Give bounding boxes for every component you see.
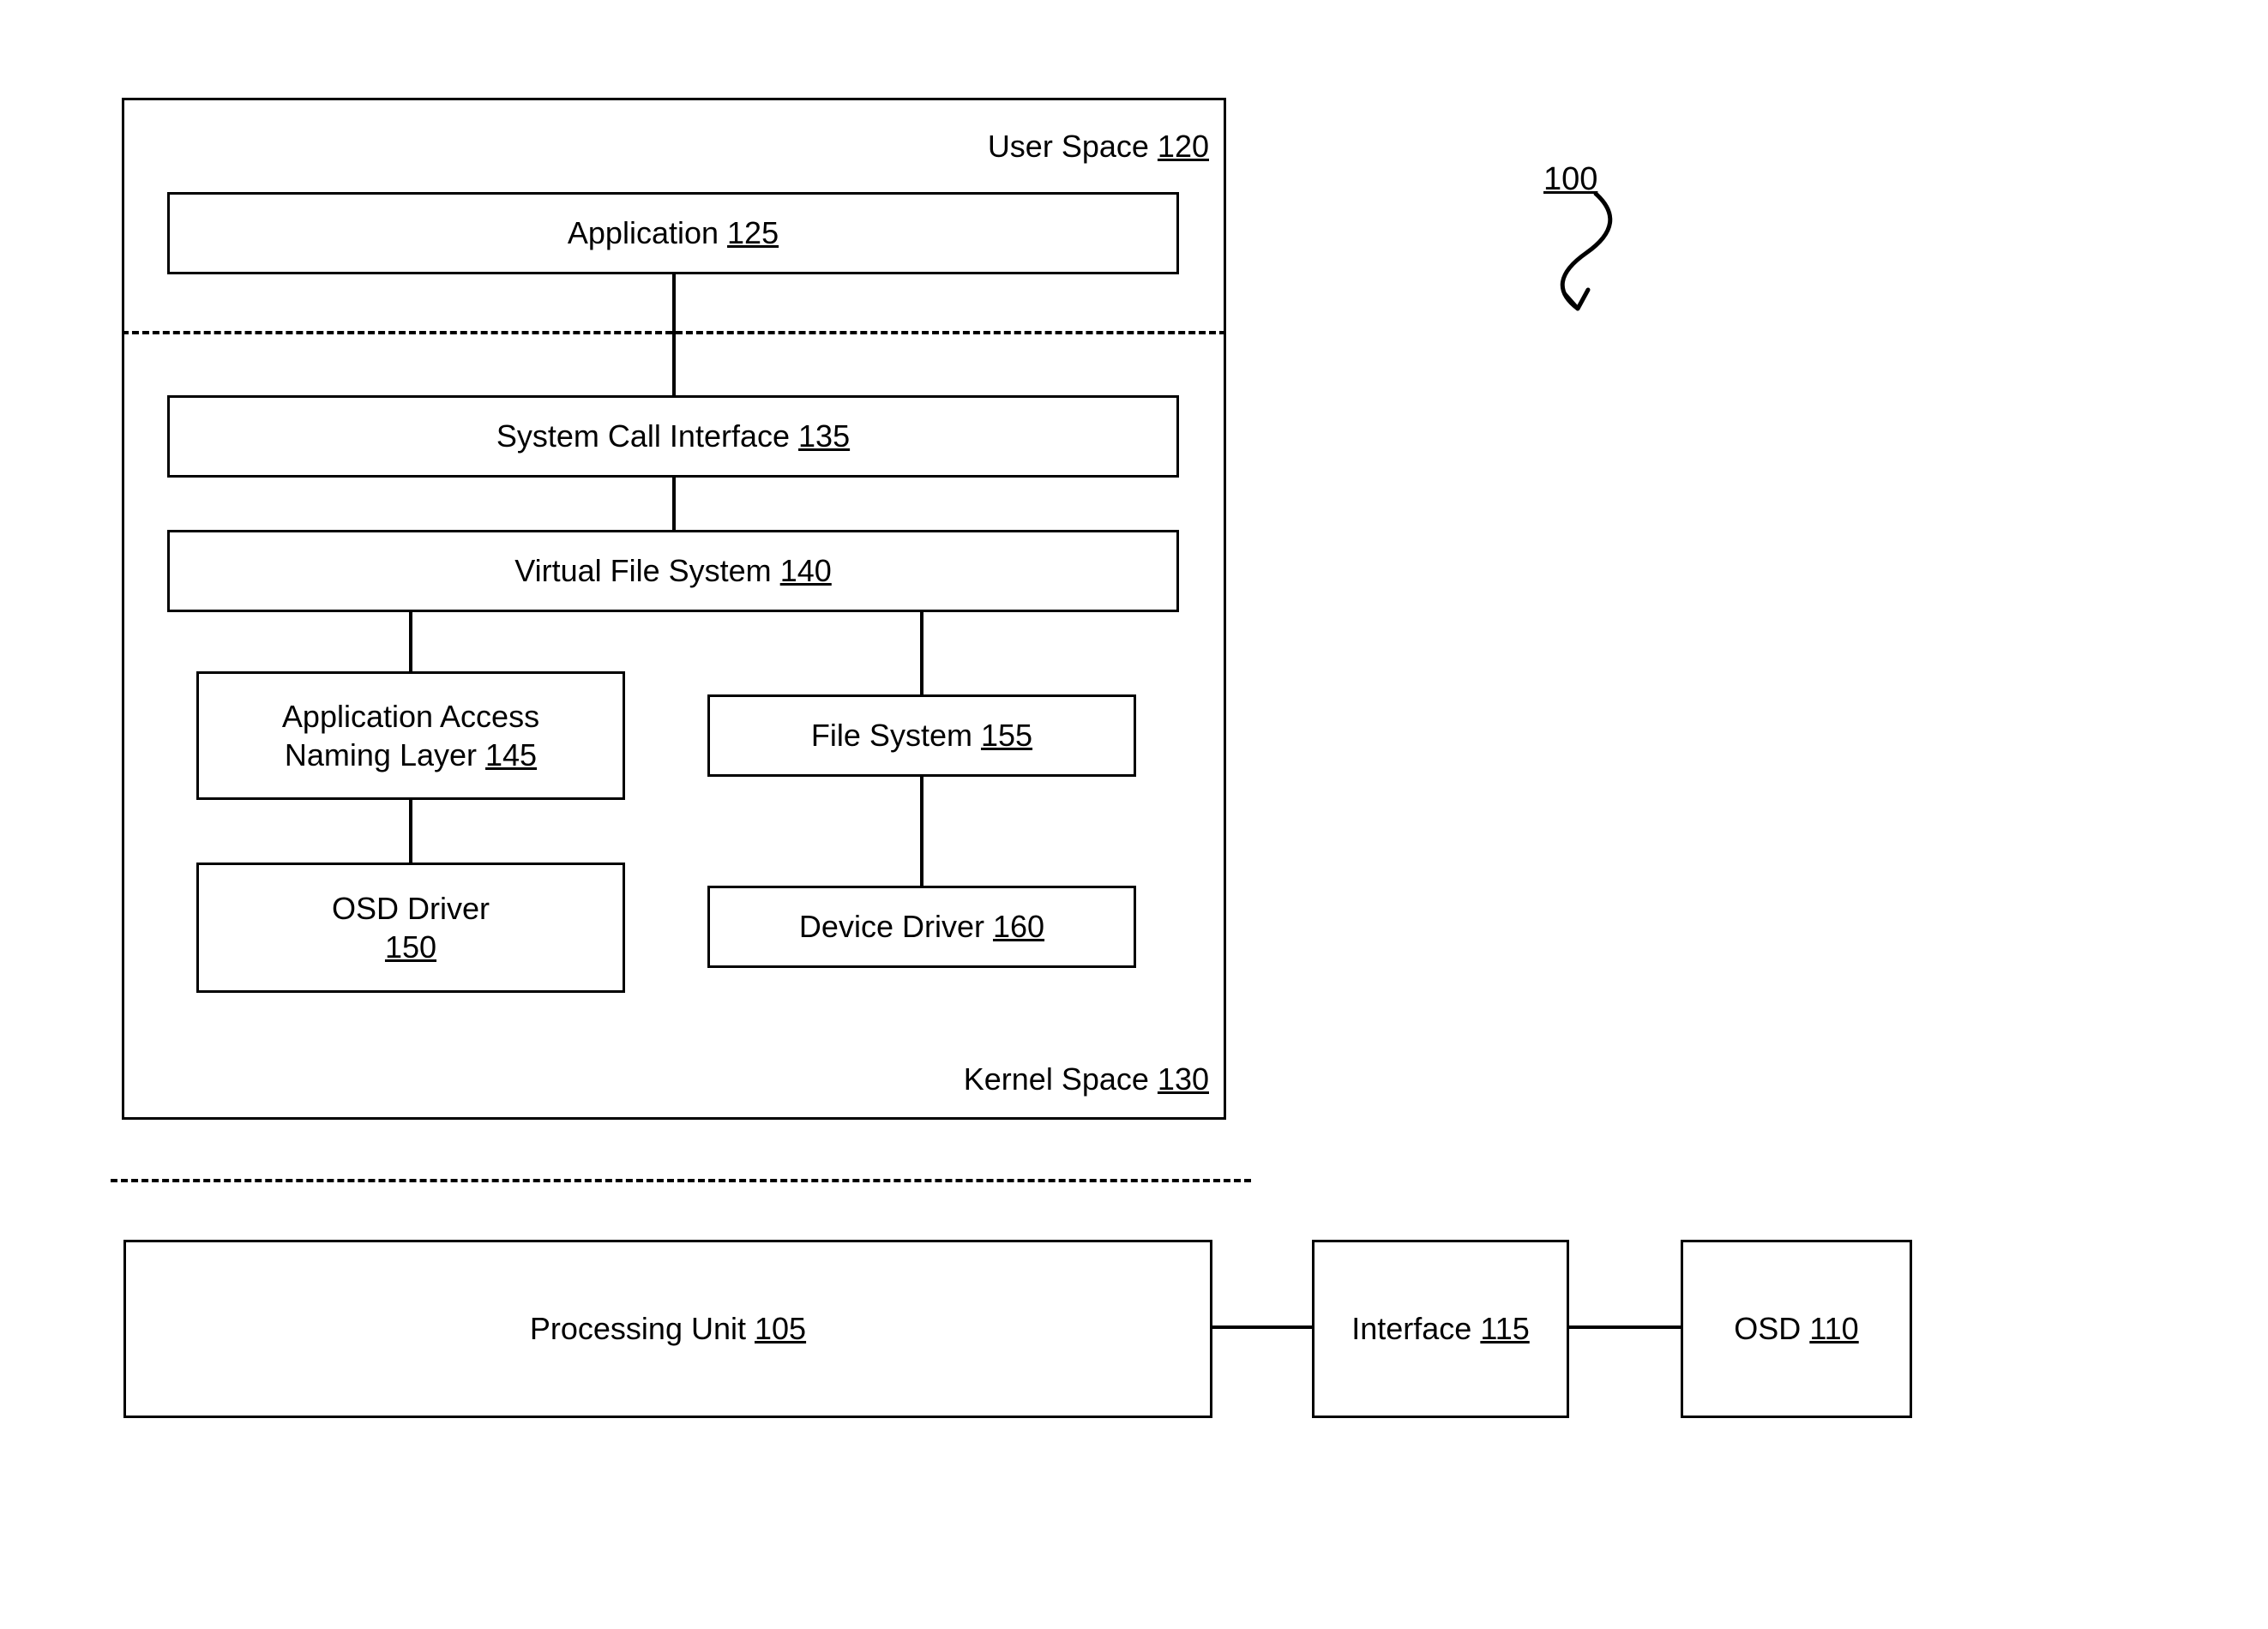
osd-box: OSD 110 (1681, 1240, 1912, 1418)
kernel-space-label: Kernel Space 130 (964, 1061, 1209, 1097)
file-system-label-row: File System 155 (710, 718, 1134, 754)
file-system-num: 155 (981, 718, 1032, 753)
conn-sci-vfs (672, 478, 676, 530)
diagram-canvas: User Space 120 Application 125 System Ca… (0, 0, 2268, 1629)
processing-unit-num: 105 (755, 1311, 806, 1346)
aan-line2-num: 145 (485, 737, 537, 772)
conn-fs-ddrv (920, 777, 923, 886)
device-driver-num: 160 (993, 909, 1044, 944)
conn-aan-osdd (409, 800, 412, 863)
osd-num: 110 (1809, 1311, 1858, 1346)
user-space-text: User Space (988, 129, 1149, 164)
kernel-space-text: Kernel Space (964, 1061, 1149, 1097)
application-label-row: Application 125 (170, 215, 1176, 251)
conn-vfs-fs (920, 612, 923, 694)
osd-label-row: OSD 110 (1683, 1311, 1910, 1347)
interface-label-row: Interface 115 (1314, 1311, 1567, 1347)
application-box: Application 125 (167, 192, 1179, 274)
conn-pu-if (1212, 1325, 1312, 1329)
user-space-label: User Space 120 (988, 129, 1209, 165)
interface-num: 115 (1480, 1311, 1529, 1346)
sw-hw-divider (111, 1179, 1251, 1182)
processing-unit-box: Processing Unit 105 (123, 1240, 1212, 1418)
device-driver-text: Device Driver (799, 909, 984, 944)
conn-vfs-aan (409, 612, 412, 671)
syscall-num: 135 (798, 418, 850, 454)
vfs-text: Virtual File System (514, 553, 771, 588)
application-text: Application (568, 215, 719, 250)
file-system-text: File System (811, 718, 972, 753)
osd-driver-box: OSD Driver 150 (196, 863, 625, 993)
aan-label-row: Application Access Naming Layer 145 (199, 697, 623, 774)
kernel-space-num: 130 (1158, 1061, 1209, 1097)
syscall-box: System Call Interface 135 (167, 395, 1179, 478)
file-system-box: File System 155 (707, 694, 1136, 777)
interface-box: Interface 115 (1312, 1240, 1569, 1418)
vfs-num: 140 (780, 553, 832, 588)
device-driver-box: Device Driver 160 (707, 886, 1136, 968)
osd-driver-line1: OSD Driver (332, 891, 490, 926)
osd-driver-num: 150 (385, 929, 436, 965)
aan-box: Application Access Naming Layer 145 (196, 671, 625, 800)
conn-app-sci (672, 274, 676, 395)
conn-if-osd (1569, 1325, 1681, 1329)
osd-driver-label-row: OSD Driver 150 (199, 889, 623, 966)
syscall-text: System Call Interface (496, 418, 790, 454)
curved-arrow-icon (1535, 193, 1638, 313)
syscall-label-row: System Call Interface 135 (170, 418, 1176, 454)
osd-text: OSD (1734, 1311, 1801, 1346)
processing-unit-text: Processing Unit (530, 1311, 746, 1346)
vfs-label-row: Virtual File System 140 (170, 553, 1176, 589)
user-space-num: 120 (1158, 129, 1209, 164)
application-num: 125 (727, 215, 779, 250)
aan-line2-text: Naming Layer (285, 737, 477, 772)
interface-text: Interface (1351, 1311, 1471, 1346)
processing-unit-label-row: Processing Unit 105 (126, 1311, 1210, 1347)
aan-line1: Application Access (282, 699, 539, 734)
vfs-box: Virtual File System 140 (167, 530, 1179, 612)
device-driver-label-row: Device Driver 160 (710, 909, 1134, 945)
